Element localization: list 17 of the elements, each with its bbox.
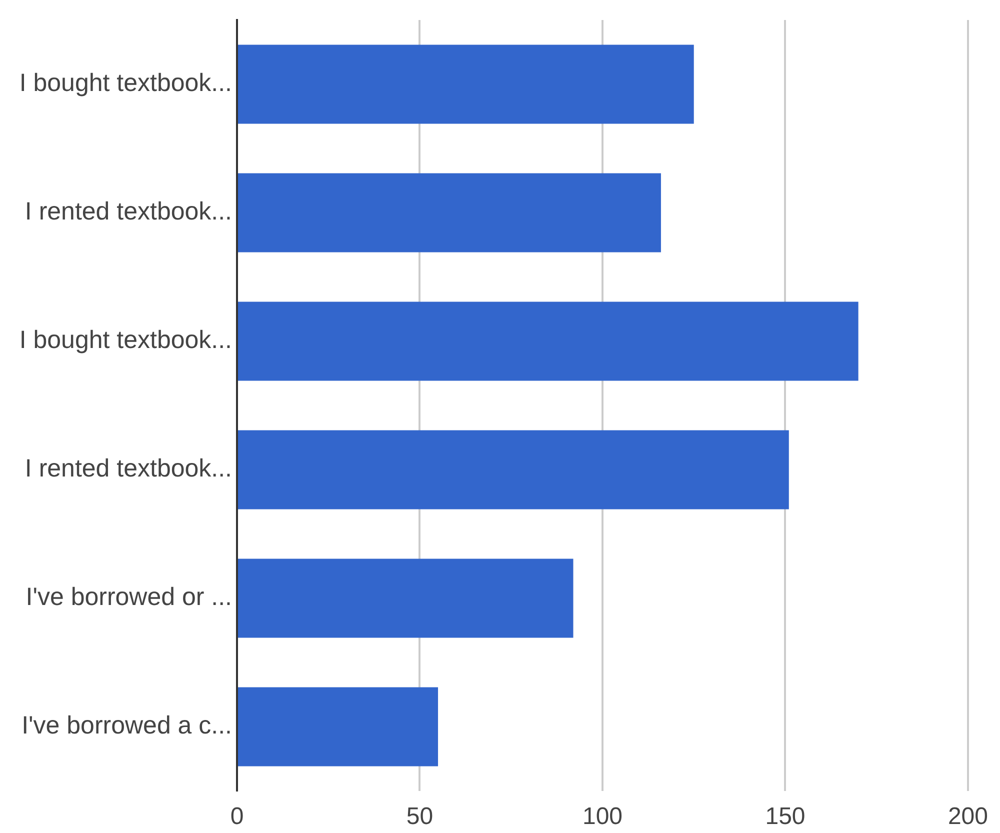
- x-tick-label: 50: [406, 803, 434, 830]
- bar: [238, 44, 694, 124]
- y-tick-label: I've borrowed or ...: [26, 583, 232, 612]
- bar: [238, 430, 789, 510]
- y-tick-label: I rented textbook...: [24, 454, 232, 483]
- y-tick-label: I've borrowed a c...: [22, 712, 232, 740]
- y-tick-label: I bought textbook...: [19, 69, 232, 98]
- bar: [238, 173, 661, 252]
- x-tick-label: 0: [230, 803, 244, 830]
- bar: [238, 302, 858, 381]
- bar: [238, 687, 438, 766]
- x-tick-label: 150: [765, 803, 806, 830]
- x-tick-label: 100: [582, 803, 623, 830]
- bar: [238, 558, 574, 638]
- y-tick-label: I bought textbook...: [19, 326, 232, 354]
- y-tick-label: I rented textbook...: [24, 198, 232, 226]
- x-tick-label: 200: [948, 803, 988, 830]
